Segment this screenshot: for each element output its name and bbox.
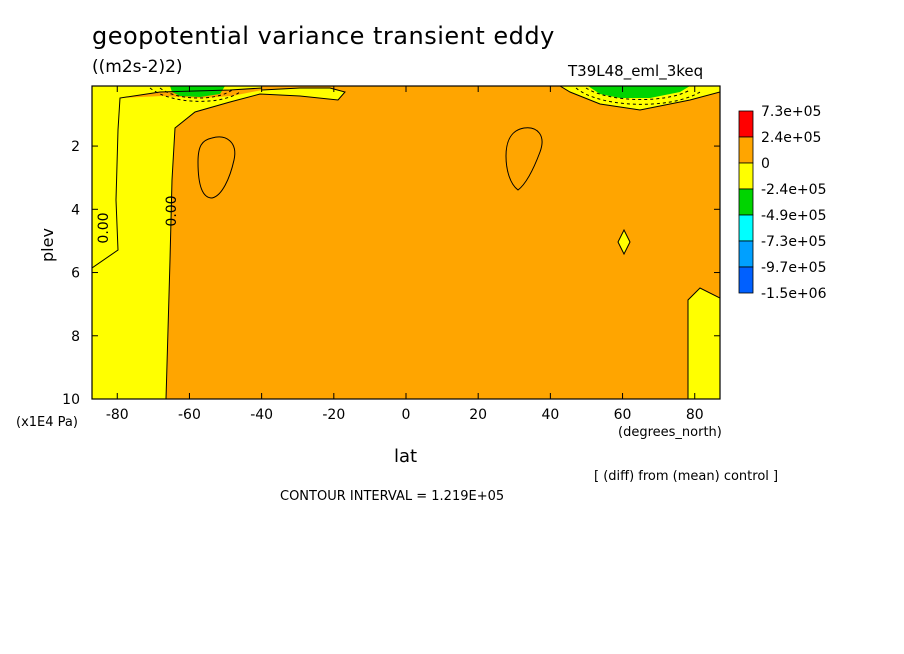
y-tick-label: 8 [71,329,80,345]
difference-note: [ (diff) from (mean) control ] [594,469,779,484]
x-tick-label: 60 [614,407,632,423]
contour-zero-north-bottom [687,287,720,399]
legend-label: -7.3e+05 [761,234,826,250]
y-tick-label: 6 [71,266,80,282]
near-zero-region-south-band [92,88,345,399]
chart-units: ((m2s-2)2) [92,57,183,77]
contour-diamond [617,228,631,256]
contour-label-zero-1: 0.00 [96,212,112,243]
legend-swatch [738,110,754,138]
chart-title: geopotential variance transient eddy [92,22,555,50]
x-tick-label: -60 [178,407,201,423]
x-axis-label: lat [394,446,418,467]
contour-interval: CONTOUR INTERVAL = 1.219E+05 [280,489,505,504]
legend-swatch [738,266,754,294]
contour-zero-north-top [559,86,720,111]
contour-closed-south [197,136,236,199]
x-tick-label: 0 [402,407,411,423]
legend-swatch [738,240,754,268]
legend-swatch [738,136,754,164]
legend-label: 2.4e+05 [761,130,821,146]
y-tick-label: 10 [62,392,80,408]
contour-label-zero-2: 0.00 [164,195,180,226]
contour-negative-south [149,87,241,102]
legend-label: -9.7e+05 [761,260,826,276]
contour-zero-south-band [165,87,346,399]
legend-label: 0 [761,156,770,172]
contour-negative-north [575,87,701,105]
near-zero-region-north-bottom [688,288,720,399]
x-axis-ticks: -80 -60 -40 -20 0 20 40 60 80 [106,86,704,423]
x-tick-label: -80 [106,407,129,423]
y-tick-label: 2 [71,139,80,155]
x-tick-label: 20 [469,407,487,423]
y-axis-ticks: 2 4 6 8 10 [62,139,720,408]
legend-swatch [738,162,754,190]
x-tick-label: 40 [541,407,559,423]
x-tick-label: -40 [250,407,273,423]
x-axis-unit: (degrees_north) [618,425,722,440]
y-axis-unit: (x1E4 Pa) [16,415,78,430]
run-name: T39L48_eml_3keq [568,62,704,80]
x-tick-label: -20 [322,407,345,423]
contour-closed-north [505,127,543,191]
legend-label: 7.3e+05 [761,104,821,120]
color-legend: 7.3e+05 2.4e+05 0 -2.4e+05 -4.9e+05 -7.3e+05 -… [738,104,827,302]
legend-swatch [738,188,754,216]
contour-zero-south [92,87,263,269]
negative-region-south [170,86,225,97]
near-zero-region-south [92,86,262,268]
plot-area: 0.00 0.00 [92,86,720,399]
positive-region [92,86,720,399]
legend-label: -2.4e+05 [761,182,826,198]
negative-region-north [588,86,690,98]
x-tick-label: 80 [686,407,704,423]
legend-label: -4.9e+05 [761,208,826,224]
y-tick-label: 4 [71,202,80,218]
legend-swatch [738,214,754,242]
legend-label: -1.5e+06 [761,286,827,302]
